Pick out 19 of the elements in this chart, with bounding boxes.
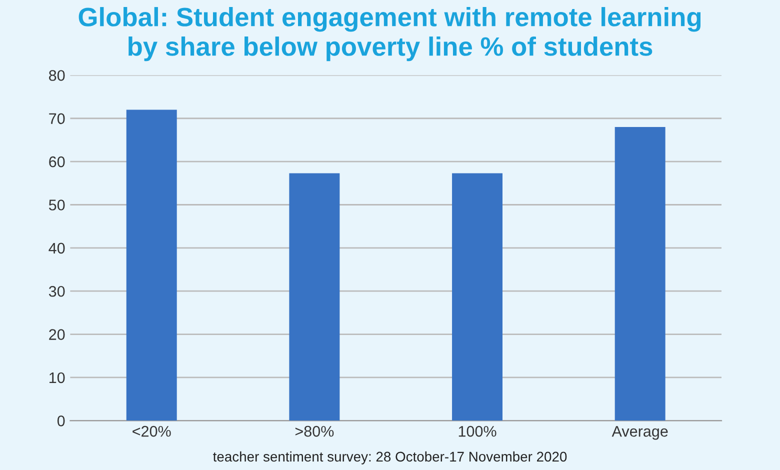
x-tick-label: >80% bbox=[295, 426, 334, 437]
y-tick-label: 10 bbox=[50, 372, 65, 384]
y-tick-label: 60 bbox=[49, 156, 65, 168]
y-tick-label: 50 bbox=[48, 200, 65, 210]
y-tick-label: 20 bbox=[49, 329, 65, 340]
x-tick-label: <20% bbox=[132, 426, 171, 437]
y-tick-label: 30 bbox=[48, 286, 65, 297]
x-tick-label: Average bbox=[612, 426, 668, 440]
x-tick-label: 100% bbox=[458, 426, 496, 437]
y-tick-label: 0 bbox=[57, 416, 65, 426]
y-tick-label: 40 bbox=[48, 242, 65, 254]
bar bbox=[614, 127, 666, 421]
bar bbox=[289, 173, 340, 421]
text: teacher sentiment survey: 28 October-17 November 2020 bbox=[213, 451, 567, 464]
bar bbox=[452, 173, 502, 421]
y-tick-label: 70 bbox=[49, 113, 65, 124]
chart-title: Global: Student engagement with remote learning by share below poverty line % of students bbox=[78, 7, 701, 62]
bar bbox=[126, 110, 177, 421]
y-tick-label: 80 bbox=[49, 70, 65, 81]
